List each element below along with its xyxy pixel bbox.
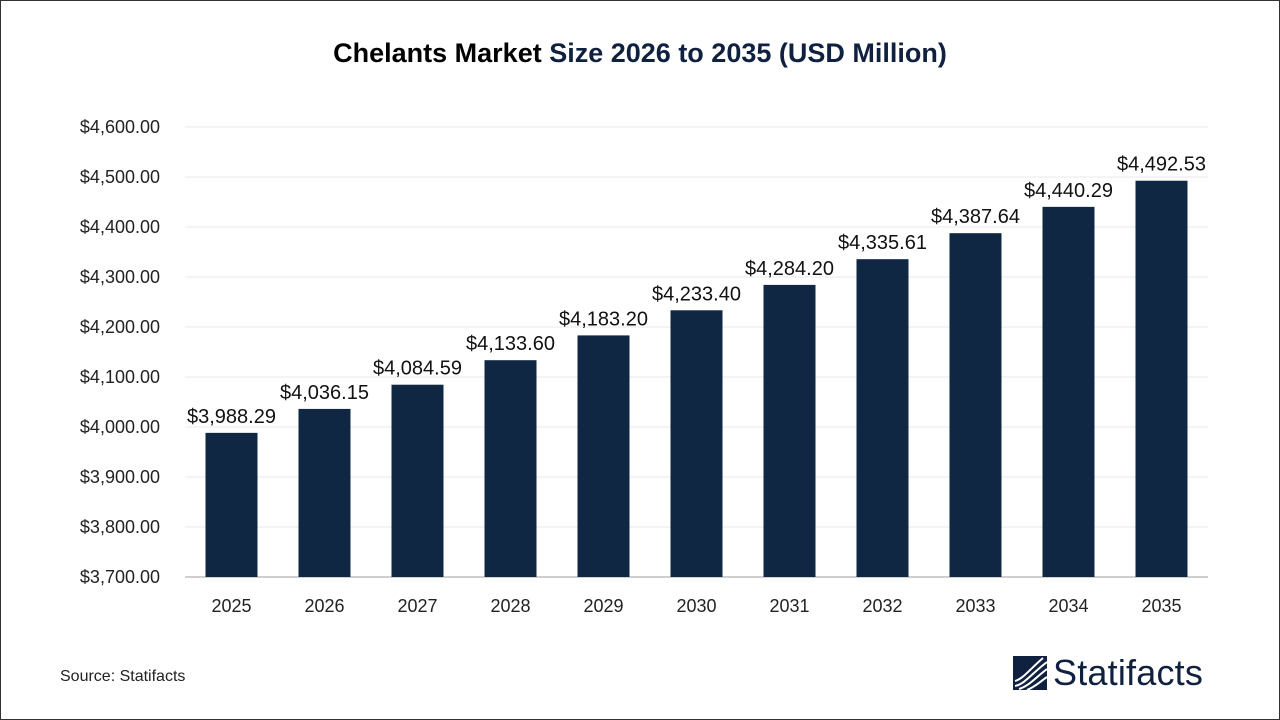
bar [391, 384, 444, 577]
data-label: $4,036.15 [280, 382, 369, 404]
data-label: $4,233.40 [652, 283, 741, 305]
x-tick-label: 2030 [676, 596, 716, 616]
bar [1042, 206, 1095, 578]
y-tick-label: $4,400.00 [80, 217, 160, 237]
chart-title: Chelants Market Size 2026 to 2035 (USD M… [0, 38, 1280, 69]
data-label: $4,084.59 [373, 358, 462, 380]
title-part-2: Size 2026 to 2035 (USD Million) [549, 38, 947, 68]
data-label: $4,387.64 [931, 206, 1020, 228]
bar [1135, 180, 1188, 578]
y-tick-label: $4,600.00 [80, 117, 160, 137]
statifacts-logo-text: Statifacts [1053, 652, 1204, 693]
source-note: Source: Statifacts [60, 668, 186, 685]
x-tick-label: 2032 [862, 596, 902, 616]
bar [484, 360, 537, 577]
y-tick-label: $3,700.00 [80, 567, 160, 587]
data-label: $3,988.29 [187, 406, 276, 428]
bar [763, 284, 816, 577]
x-tick-label: 2025 [211, 596, 251, 616]
x-tick-label: 2028 [490, 596, 530, 616]
x-tick-label: 2034 [1048, 596, 1088, 616]
x-tick-label: 2027 [397, 596, 437, 616]
y-tick-label: $4,200.00 [80, 317, 160, 337]
x-tick-label: 2033 [955, 596, 995, 616]
statifacts-logo-icon [1013, 656, 1047, 690]
bar [670, 310, 723, 577]
x-tick-label: 2029 [583, 596, 623, 616]
bar [298, 408, 351, 577]
x-tick-label: 2031 [769, 596, 809, 616]
title-part-1: Chelants Market [333, 38, 550, 68]
bar [205, 432, 258, 577]
x-tick-label: 2035 [1141, 596, 1181, 616]
data-label: $4,183.20 [559, 308, 648, 330]
y-tick-label: $4,100.00 [80, 367, 160, 387]
x-tick-label: 2026 [304, 596, 344, 616]
data-label: $4,440.29 [1024, 180, 1113, 202]
bar [949, 233, 1002, 577]
data-label: $4,133.60 [466, 333, 555, 355]
statifacts-logo: Statifacts [1013, 652, 1203, 694]
y-tick-label: $3,900.00 [80, 467, 160, 487]
data-label: $4,492.53 [1117, 154, 1206, 176]
bar [856, 259, 909, 577]
y-tick-label: $4,500.00 [80, 167, 160, 187]
bar [577, 335, 630, 577]
y-tick-label: $4,300.00 [80, 267, 160, 287]
y-tick-label: $3,800.00 [80, 517, 160, 537]
data-label: $4,335.61 [838, 232, 927, 254]
data-label: $4,284.20 [745, 258, 834, 280]
y-tick-label: $4,000.00 [80, 417, 160, 437]
